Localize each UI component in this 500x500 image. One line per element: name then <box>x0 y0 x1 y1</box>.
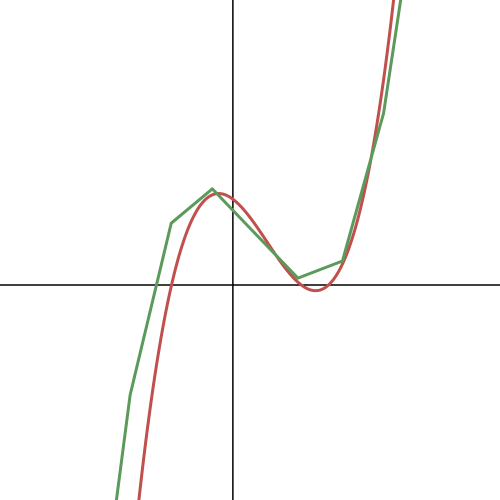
series-curve-red <box>137 0 396 500</box>
series-layer <box>114 0 403 500</box>
series-polyline-green <box>114 0 403 500</box>
